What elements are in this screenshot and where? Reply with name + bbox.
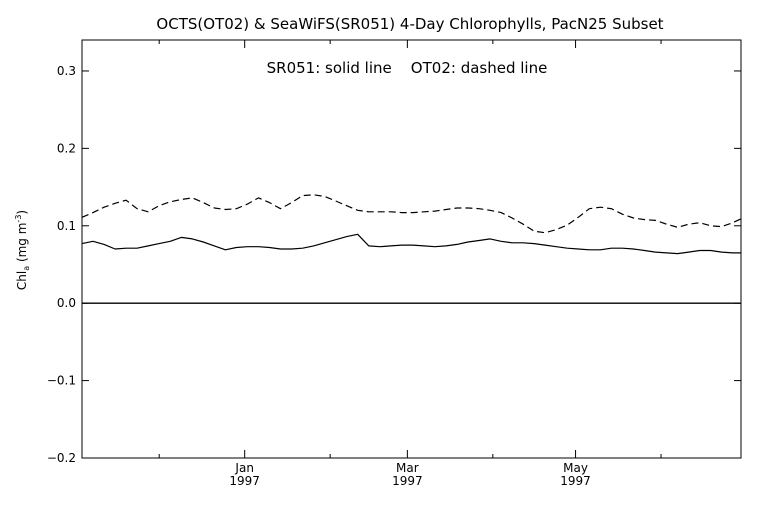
y-axis-label: Chla (mg m-3) — [14, 210, 31, 290]
series-line-sr051 — [81, 233, 741, 255]
series-line-ot02 — [81, 194, 742, 234]
x-tick-label: Mar — [396, 461, 419, 475]
x-tick-label: May — [563, 461, 588, 475]
y-tick-label: 0.1 — [57, 219, 76, 233]
x-tick-label: Jan — [234, 461, 254, 475]
x-tick-year: 1997 — [560, 474, 591, 488]
y-tick-label: −0.1 — [47, 374, 76, 388]
y-label-units: (mg m — [15, 223, 29, 266]
series-group — [81, 194, 742, 255]
y-tick-label: 0.0 — [57, 296, 76, 310]
y-label-main: Chl — [15, 271, 29, 290]
y-tick-label: −0.2 — [47, 451, 76, 465]
y-label-superscript: -3 — [14, 215, 23, 223]
y-axis-ticks: 0.3 0.2 0.1 0.0 −0.1 −0.2 — [47, 64, 741, 465]
y-tick-label: 0.3 — [57, 64, 76, 78]
line-style-annotation: SR051: solid line OT02: dashed line — [267, 59, 548, 77]
y-tick-label: 0.2 — [57, 141, 76, 155]
x-tick-year: 1997 — [392, 474, 423, 488]
x-tick-year: 1997 — [229, 474, 260, 488]
y-label-units-close: ) — [15, 210, 29, 215]
y-label-subscript: a — [22, 266, 31, 271]
chart-title: OCTS(OT02) & SeaWiFS(SR051) 4-Day Chloro… — [156, 15, 663, 33]
plot-frame — [81, 39, 742, 459]
